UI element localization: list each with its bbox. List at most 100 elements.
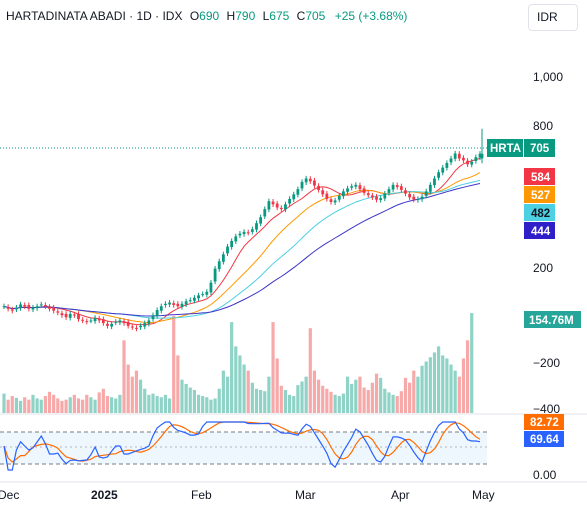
candle [159,303,163,314]
candles [2,128,484,332]
volume-bar [27,399,31,413]
candle [60,310,64,318]
volume-bar [101,388,105,413]
candle [375,194,378,203]
candle [387,186,391,196]
candle [217,258,221,272]
candle [193,295,196,304]
time-label-mar: Mar [295,488,316,502]
candle [85,318,89,325]
volume-bar [354,379,358,413]
volume-bar [201,396,205,413]
volume-bar [246,370,250,413]
volume-bar [97,392,101,413]
candle [300,179,304,192]
low-value: 675 [269,9,290,23]
candle [238,231,242,239]
time-label-feb: Feb [191,488,212,502]
candle [93,315,97,324]
rsi-lines [3,421,481,471]
rsi-ma-tag: 69.64 [524,431,564,447]
volume-bar [76,398,81,413]
price-tick-200: 200 [533,261,553,275]
volume-bar [316,379,321,413]
volume-bar [2,393,6,413]
volume-bar [230,322,234,413]
candle [317,183,320,193]
candle-last [480,128,484,164]
candle [106,321,109,329]
candle [242,229,246,237]
candle [474,154,478,164]
close-value: 705 [305,9,326,23]
volume-bar [395,396,399,413]
currency-selector[interactable]: IDR [528,4,578,31]
candle [180,301,184,310]
candle [354,182,358,190]
volume-bar [275,358,279,413]
volume-bar [184,383,188,413]
candle [39,301,43,308]
candle [77,311,80,322]
candle [72,311,76,318]
volume-bar [412,370,416,413]
candle [209,280,213,296]
volume-bar [399,391,403,413]
candle [267,198,271,213]
volume-bar [188,387,192,413]
volume-tick-200: −200 [533,356,560,370]
candle [362,185,366,196]
volume-bar [147,394,151,413]
candle [383,190,387,202]
candle [275,200,279,211]
volume-bar [271,322,275,413]
volume-bar [362,387,366,413]
candle [130,323,134,330]
candle [399,183,403,193]
candle [10,306,14,314]
volume-bar [35,398,39,413]
candle [176,301,180,309]
change-value: +25 (+3.68%) [334,9,408,23]
volume-bar [213,398,217,413]
volume-bar [350,383,354,413]
candle [428,182,432,195]
volume-bar [461,358,466,413]
volume-bar [333,394,337,413]
close-label: C [296,9,306,23]
candle [441,164,445,176]
volume-bar [81,399,85,413]
volume-bar [383,388,387,413]
volume-bar [312,370,317,413]
candle [292,191,296,202]
candle [288,196,291,207]
volume-bar [341,393,346,413]
volume-bar [163,394,168,413]
ma2-tag: 527 [524,186,555,203]
volume-bar [358,376,362,413]
volume-bar [391,394,395,413]
volume-bar [288,394,292,413]
ma4-tag: 444 [524,222,555,239]
candle [151,312,155,322]
volume-bar [192,389,196,413]
open-label: O [189,9,200,23]
volume-bar [408,382,412,413]
volume-bar [225,376,230,413]
price-tick-800: 800 [533,119,553,133]
volume-bar [14,397,19,413]
volume-bar [143,388,147,413]
candle [391,182,395,193]
rsi-tick-0: 0.00 [533,468,557,482]
volume-bar [110,397,114,413]
ma1-line [3,157,481,326]
candle [68,311,72,321]
volume-bar [56,398,60,413]
volume-bars [2,313,474,413]
candle [89,317,93,324]
volume-bar [457,376,461,413]
volume-bar [374,373,379,413]
candle [6,304,10,312]
candle [333,197,337,206]
